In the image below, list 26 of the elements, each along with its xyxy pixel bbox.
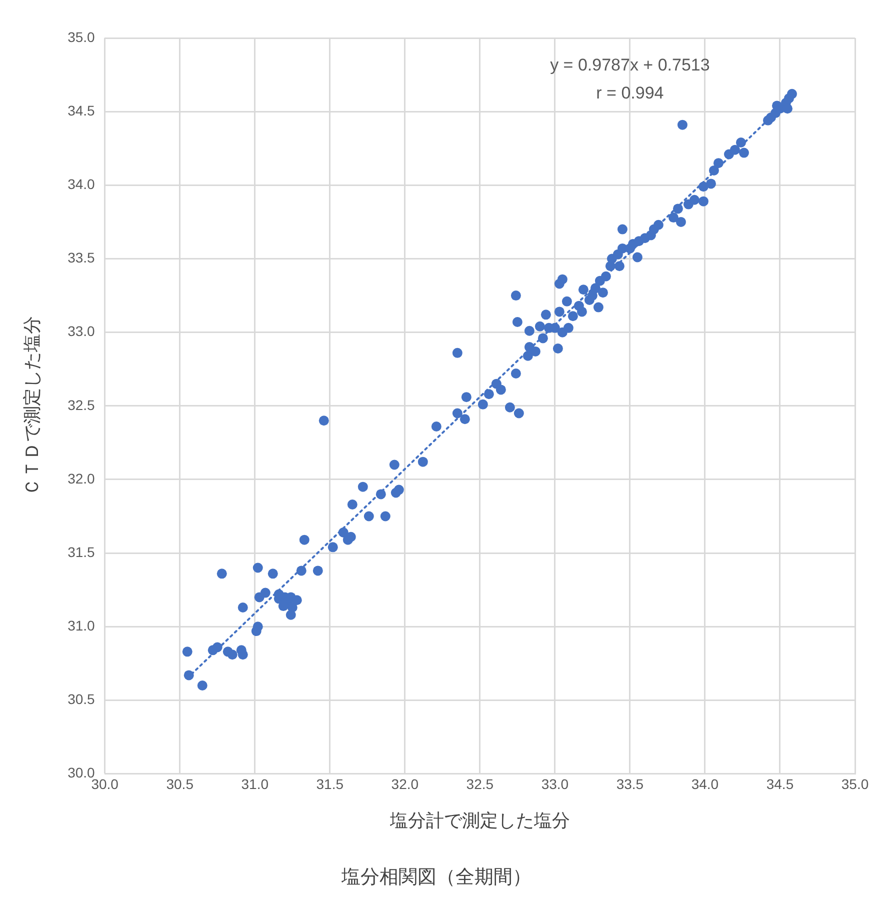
y-tick-label: 33.5 [68,250,96,266]
y-tick-label: 30.5 [68,691,96,708]
y-tick-label: 32.5 [68,396,96,413]
y-axis-title: ＣＴＤで測定した塩分 [22,316,42,496]
y-tick-label: 34.0 [68,176,96,192]
annotation: y = 0.9787x + 0.7513 [550,56,710,75]
x-tick-label: 31.5 [316,776,344,792]
y-tick-label: 31.0 [68,618,96,634]
x-tick-label: 33.0 [541,776,569,792]
y-tick-label: 31.5 [68,544,96,560]
x-tick-label: 34.0 [691,776,719,792]
x-tick-label: 35.0 [841,776,869,792]
x-tick-label: 32.0 [391,776,419,792]
x-tick-label: 33.5 [616,776,644,792]
annotation: r = 0.994 [596,84,664,103]
x-tick-label: 32.5 [466,776,494,792]
y-tick-label: 33.0 [68,323,96,340]
y-tick-label: 32.0 [68,470,96,486]
y-tick-label: 34.5 [68,102,96,118]
y-tick-label: 35.0 [68,28,96,45]
x-tick-label: 31.0 [241,776,269,792]
x-tick-label: 30.0 [91,776,119,792]
x-axis-title: 塩分計で測定した塩分 [388,810,570,830]
x-tick-label: 34.5 [766,776,794,792]
text: 塩分相関図（全期間） [340,866,532,888]
x-tick-label: 30.5 [166,776,194,792]
